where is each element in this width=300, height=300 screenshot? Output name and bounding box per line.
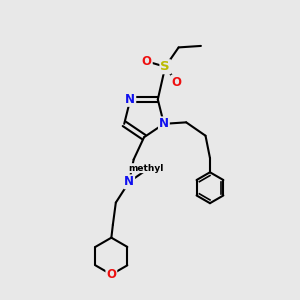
Text: N: N <box>159 117 169 130</box>
Text: O: O <box>106 268 116 281</box>
Text: O: O <box>172 76 182 89</box>
Text: S: S <box>160 60 170 73</box>
Text: N: N <box>124 175 134 188</box>
Text: N: N <box>125 93 135 106</box>
Text: methyl: methyl <box>128 164 164 172</box>
Text: O: O <box>142 55 152 68</box>
